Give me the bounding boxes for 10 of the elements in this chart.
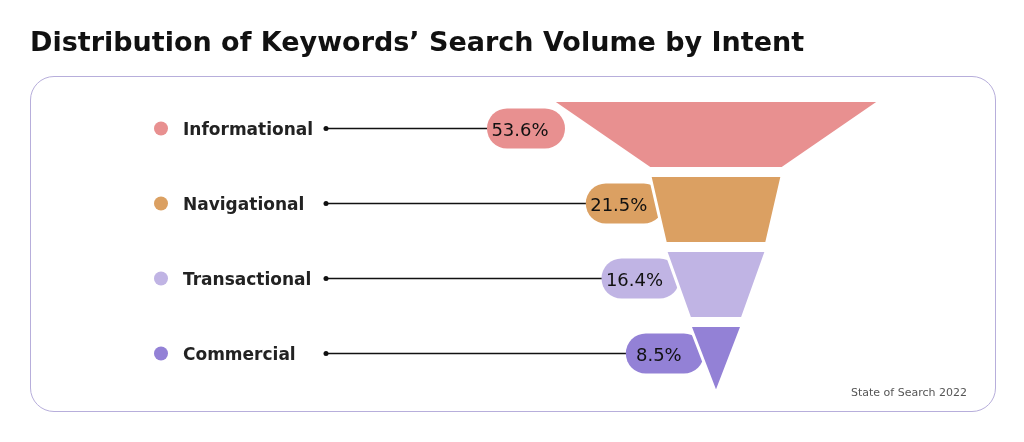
text: Distribution of Keywords’ Search Volume by Intent <box>30 26 805 57</box>
category-label: Commercial <box>183 343 296 364</box>
category-label: Transactional <box>183 268 312 289</box>
text: State of Search 2022 <box>851 386 967 399</box>
data-label: 53.6% <box>491 118 549 140</box>
data-label: 8.5% <box>635 343 682 365</box>
data-label: 16.4% <box>605 268 664 290</box>
category-label: Informational <box>183 118 314 139</box>
data-label: 21.5% <box>590 193 648 215</box>
category-label: Navigational <box>183 193 305 214</box>
